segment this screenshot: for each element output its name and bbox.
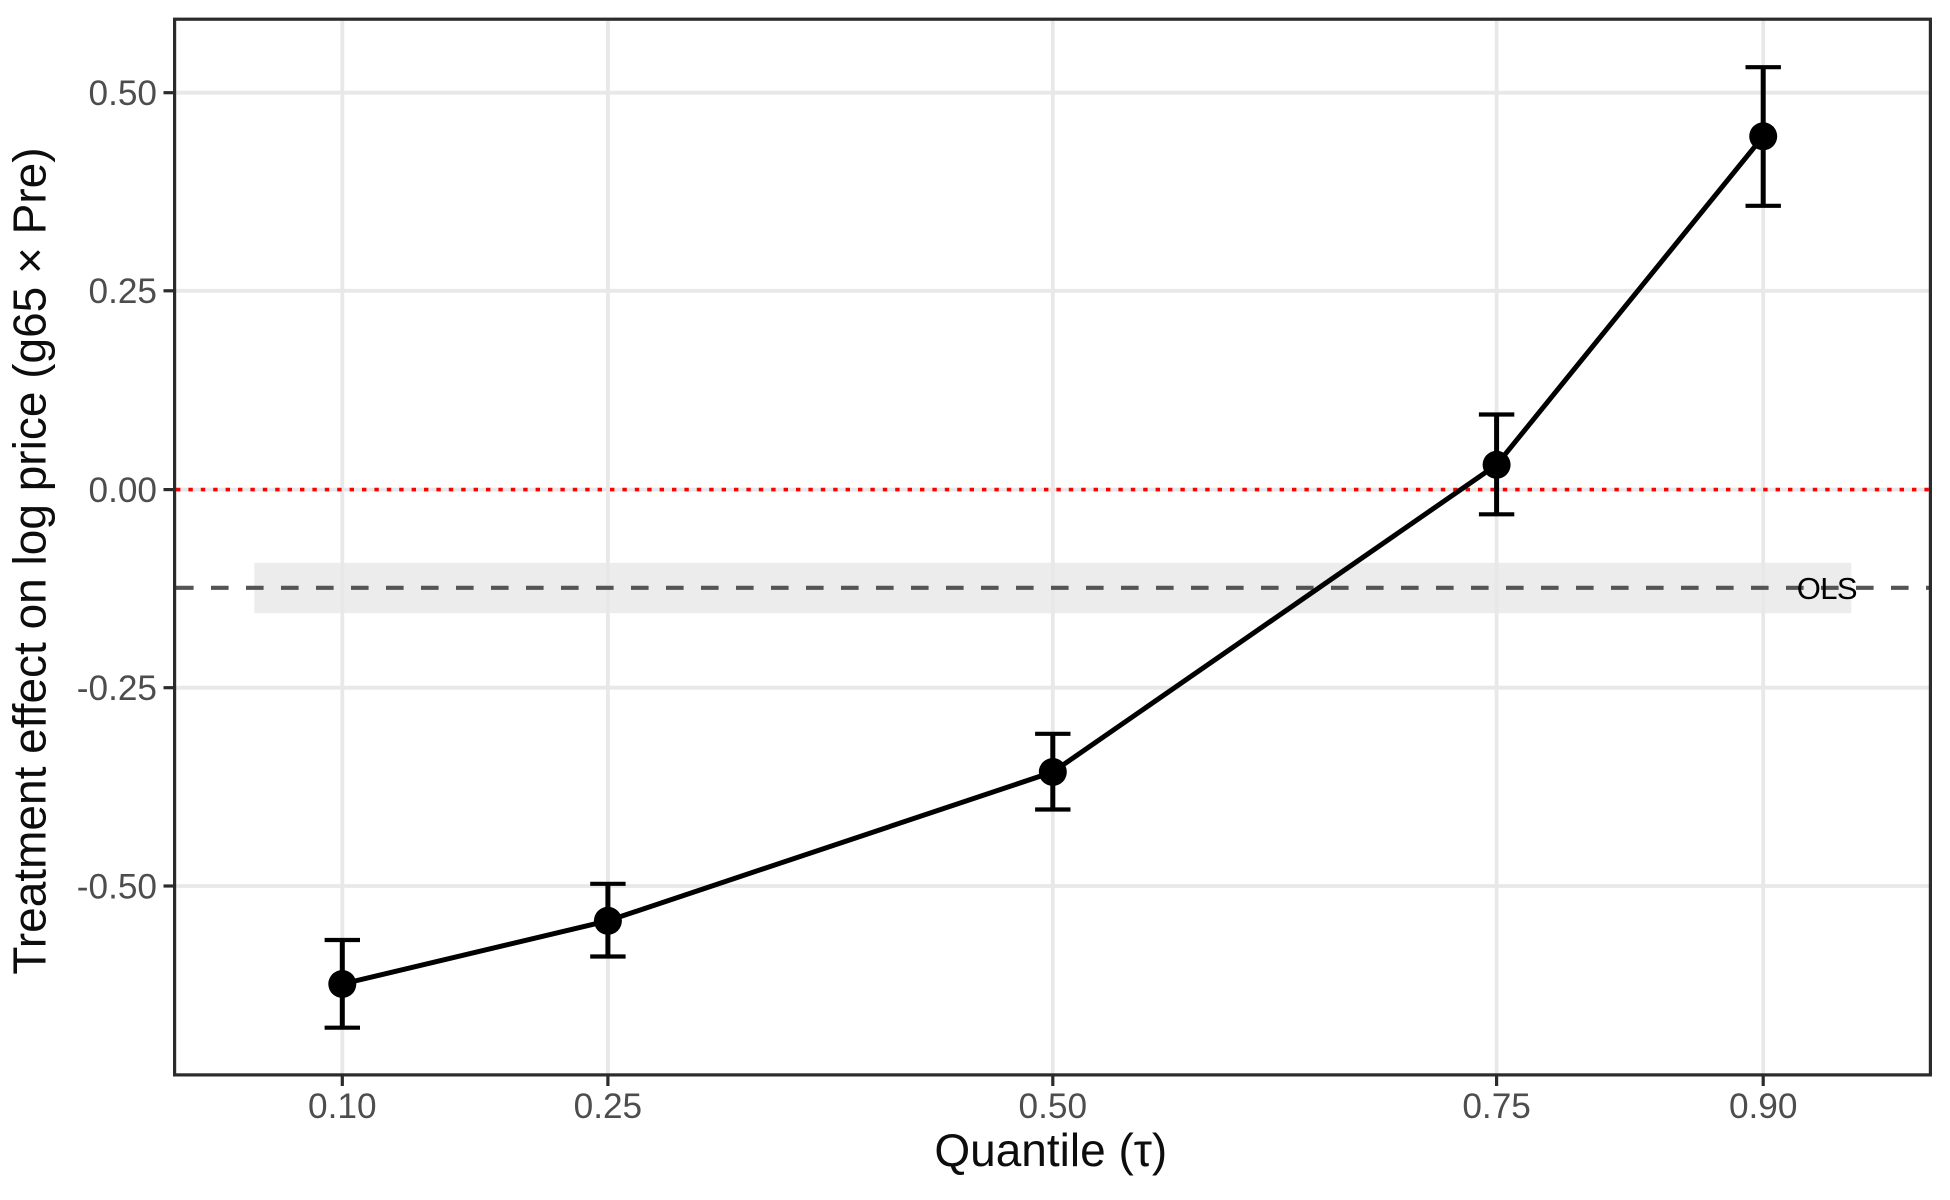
svg-text:0.75: 0.75	[1462, 1087, 1531, 1126]
svg-text:0.90: 0.90	[1729, 1087, 1798, 1126]
svg-text:Quantile (τ): Quantile (τ)	[934, 1124, 1167, 1176]
svg-text:0.50: 0.50	[1019, 1087, 1088, 1126]
svg-text:0.00: 0.00	[89, 471, 158, 510]
svg-text:0.25: 0.25	[574, 1087, 643, 1126]
svg-text:-0.50: -0.50	[77, 867, 157, 906]
svg-text:0.50: 0.50	[89, 74, 158, 113]
svg-text:Treatment effect on log price: Treatment effect on log price (g65 × Pre…	[3, 147, 55, 974]
svg-text:OLS: OLS	[1797, 571, 1857, 606]
svg-text:-0.25: -0.25	[77, 669, 157, 708]
svg-text:0.10: 0.10	[308, 1087, 377, 1126]
svg-text:0.25: 0.25	[89, 272, 158, 311]
